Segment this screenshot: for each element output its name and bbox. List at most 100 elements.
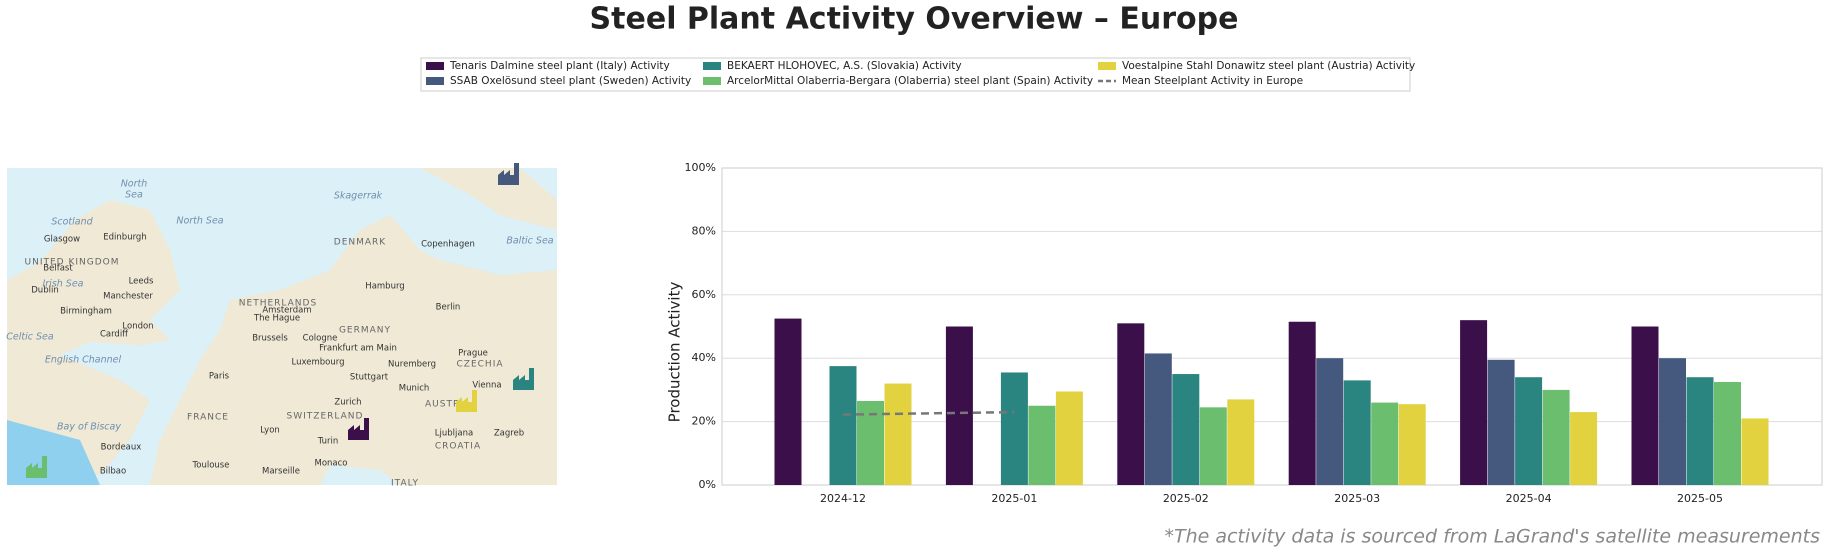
legend-swatch: [703, 77, 721, 85]
footnote: *The activity data is sourced from LaGra…: [1164, 526, 1820, 548]
map-label: FRANCE: [187, 413, 229, 423]
map-label: Leeds: [129, 277, 154, 287]
map-label: Bordeaux: [101, 443, 142, 453]
map-label: AUSTRIA: [425, 400, 471, 410]
bar: [1398, 404, 1426, 485]
bar: [829, 366, 857, 485]
legend-label: Tenaris Dalmine steel plant (Italy) Acti…: [449, 60, 670, 72]
x-tick-label: 2025-01: [991, 492, 1037, 505]
mean-line: [842, 410, 1015, 416]
plant-icon: [26, 456, 47, 478]
bar: [1714, 381, 1741, 485]
bar: [1316, 358, 1344, 485]
map-label: Manchester: [103, 292, 153, 302]
bar: [1460, 320, 1488, 485]
map-label: Munich: [399, 384, 430, 394]
bar: [774, 318, 802, 485]
legend-label: Voestalpine Stahl Donawitz steel plant (…: [1122, 60, 1415, 72]
bar: [1487, 359, 1515, 485]
map-label: CROATIA: [435, 442, 481, 452]
bar: [1172, 374, 1200, 485]
bar: [1117, 323, 1145, 485]
map-label: UNITED KINGDOM: [25, 258, 120, 268]
map-label: Copenhagen: [421, 240, 475, 250]
map-label: Vienna: [472, 381, 501, 391]
x-tick-label: 2024-12: [820, 492, 866, 505]
map-label: Turin: [317, 437, 339, 447]
map-label: Scotland: [51, 217, 93, 228]
legend-label: BEKAERT HLOHOVEC, A.S. (Slovakia) Activi…: [727, 60, 962, 72]
map-land: [420, 168, 557, 230]
legend-box: [420, 57, 1411, 92]
map-sea: [320, 465, 400, 485]
map-land: [7, 200, 180, 480]
legend-swatch: [703, 62, 721, 70]
map-label: Edinburgh: [103, 233, 146, 243]
y-tick-label: 80%: [692, 224, 716, 237]
chart-title: Steel Plant Activity Overview – Europe: [590, 2, 1239, 37]
map-label: Nuremberg: [388, 360, 436, 370]
y-tick-label: 20%: [692, 415, 716, 428]
plant-icon: [348, 418, 369, 440]
bar: [1288, 321, 1316, 485]
map-label: SWITZERLAND: [287, 412, 364, 422]
bar: [1659, 358, 1686, 485]
map-label: DENMARK: [334, 238, 387, 248]
legend-swatch: [1098, 62, 1116, 70]
map-label: ITALY: [391, 479, 419, 489]
bar: [1227, 399, 1255, 485]
bar: [1542, 389, 1570, 485]
map-label: Paris: [209, 372, 230, 382]
map-label: Bilbao: [100, 467, 126, 477]
map-land: [7, 300, 60, 330]
map-label: Marseille: [262, 467, 300, 477]
map-label: The Hague: [253, 314, 300, 324]
x-tick-label: 2025-04: [1506, 492, 1552, 505]
map-label: Birmingham: [60, 307, 112, 317]
map-label: Irish Sea: [42, 279, 83, 290]
map-label: Sea: [125, 190, 143, 201]
map-label: North Sea: [176, 216, 223, 227]
map-label: GERMANY: [339, 326, 391, 336]
map-label: Frankfurt am Main: [319, 344, 397, 354]
map-label: Ljubljana: [435, 429, 473, 439]
y-tick-label: 0%: [699, 478, 716, 491]
bar: [1055, 391, 1083, 485]
map-label: Glasgow: [44, 235, 80, 245]
map-label: Berlin: [436, 303, 461, 313]
map-label: Amsterdam: [262, 306, 311, 316]
bar: [1144, 353, 1172, 485]
plant-icon: [513, 368, 534, 390]
map-label: Hamburg: [365, 282, 404, 292]
map-label: CZECHIA: [457, 360, 504, 370]
map-label: Skagerrak: [334, 191, 383, 202]
map-label: Belfast: [43, 264, 73, 274]
x-tick-label: 2025-02: [1163, 492, 1209, 505]
legend-label: Mean Steelplant Activity in Europe: [1122, 75, 1303, 87]
map-land: [150, 215, 557, 485]
plant-icon: [498, 163, 519, 185]
bar: [1199, 407, 1227, 485]
map-label: Prague: [458, 349, 488, 359]
bar: [1028, 405, 1056, 485]
bar: [1631, 326, 1659, 485]
y-axis-label: Production Activity: [666, 282, 684, 423]
y-tick-label: 100%: [685, 161, 716, 174]
legend-label: SSAB Oxelösund steel plant (Sweden) Acti…: [450, 75, 691, 87]
map-label: Stuttgart: [350, 373, 389, 383]
map-label: North: [121, 179, 148, 190]
map-label: Toulouse: [192, 461, 230, 471]
x-tick-label: 2025-03: [1334, 492, 1380, 505]
bar: [945, 326, 973, 485]
legend-swatch: [426, 62, 444, 70]
map-label: English Channel: [45, 355, 122, 366]
plant-icon: [456, 390, 477, 412]
map-label: Zurich: [334, 398, 361, 408]
y-tick-label: 60%: [692, 288, 716, 301]
map-label: Monaco: [314, 459, 347, 469]
map-label: Lyon: [260, 426, 280, 436]
map-label: Luxembourg: [292, 358, 345, 368]
bar: [1343, 380, 1371, 485]
